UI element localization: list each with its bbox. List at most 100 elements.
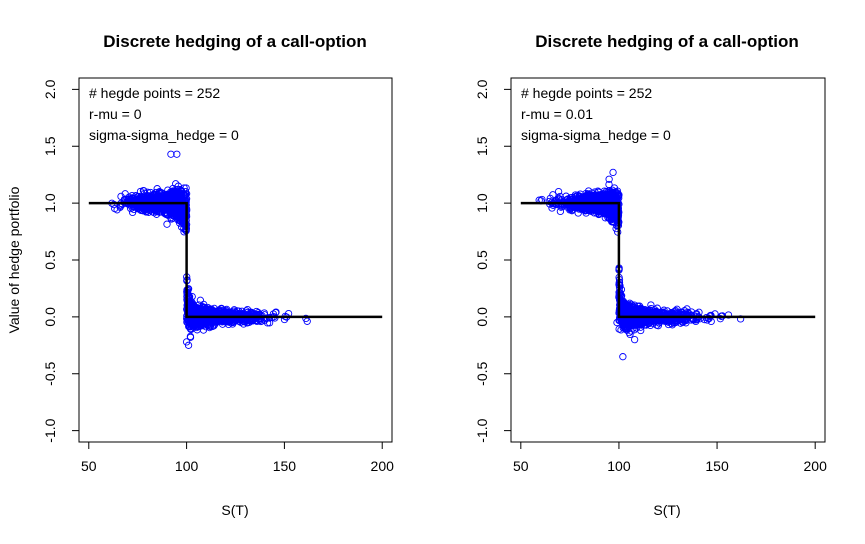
chart-panel-2: Discrete hedging of a call-option 50 100 15… (474, 32, 827, 518)
data-point (556, 207, 565, 216)
chart-title: Discrete hedging of a call-option (103, 32, 367, 51)
data-point (625, 328, 633, 337)
annotation-text: # hegde points = 252 (521, 85, 652, 101)
data-point (184, 341, 193, 349)
x-tick-label: 200 (804, 458, 828, 474)
x-tick-label: 150 (705, 458, 729, 474)
data-point (128, 208, 137, 217)
data-point (596, 208, 604, 216)
data-point (170, 208, 178, 216)
data-point (706, 311, 714, 320)
data-point (611, 193, 619, 201)
chart-title: Discrete hedging of a call-option (535, 32, 799, 51)
data-point (146, 194, 155, 202)
data-point (619, 324, 627, 332)
chart-panel-1: Discrete hedging of a call-option 50 100 15… (6, 32, 394, 518)
annotation-text: sigma-sigma_hedge = 0 (521, 127, 671, 143)
data-point (177, 192, 185, 200)
y-tick-label: -0.5 (42, 361, 58, 385)
data-point (243, 305, 252, 314)
data-point (601, 201, 609, 209)
data-point (127, 204, 135, 213)
data-point (635, 302, 644, 310)
data-point (571, 193, 579, 201)
data-point (613, 197, 622, 206)
data-point (615, 194, 623, 202)
data-point (670, 314, 678, 322)
data-point (171, 189, 179, 197)
data-point (707, 317, 715, 326)
data-point (589, 193, 597, 201)
x-tick-label: 50 (81, 458, 97, 474)
data-point (152, 210, 161, 218)
data-point (622, 306, 630, 314)
y-tick-label: 1.0 (42, 193, 58, 213)
x-tick-label: 100 (607, 458, 631, 474)
data-point (188, 299, 197, 307)
data-point (696, 315, 704, 323)
y-tick-label: 0.0 (42, 307, 58, 327)
data-point (150, 209, 158, 217)
x-tick-label: 100 (175, 458, 199, 474)
data-point (126, 197, 134, 206)
data-point (637, 326, 645, 335)
data-point (650, 318, 658, 326)
data-point (616, 299, 625, 307)
data-point (175, 205, 183, 213)
data-point (176, 206, 185, 214)
data-point (142, 208, 151, 216)
y-tick-label: 2.0 (474, 79, 490, 99)
y-tick-label: 1.5 (42, 136, 58, 156)
data-point (554, 187, 563, 196)
data-point (546, 194, 554, 203)
data-point (171, 212, 179, 221)
annotation-text: r-mu = 0.01 (521, 106, 593, 122)
data-point (647, 301, 655, 309)
y-tick-label: -1.0 (42, 418, 58, 442)
data-point (600, 190, 609, 198)
data-point (263, 319, 272, 327)
data-point (243, 319, 251, 327)
data-point (622, 302, 631, 310)
data-point (572, 198, 580, 206)
data-point (181, 204, 189, 212)
data-point (160, 209, 169, 218)
y-tick-label: -1.0 (474, 418, 490, 442)
data-point (208, 322, 216, 331)
annotation-text: sigma-sigma_hedge = 0 (89, 127, 239, 143)
data-point (630, 335, 639, 344)
data-point (167, 150, 175, 158)
payoff-line (88, 201, 383, 319)
data-point (172, 191, 180, 199)
data-point (185, 322, 193, 331)
data-point (582, 206, 591, 215)
data-point (644, 319, 652, 328)
data-point (242, 307, 250, 315)
data-point (199, 303, 207, 312)
y-tick-label: 2.0 (42, 79, 58, 99)
y-tick-label: -0.5 (474, 361, 490, 385)
data-point (609, 213, 618, 222)
x-tick-label: 200 (371, 458, 395, 474)
x-axis-label: S(T) (221, 502, 248, 518)
data-point (605, 175, 613, 183)
y-tick-label: 0.0 (474, 307, 490, 327)
data-point (145, 194, 153, 203)
data-point (247, 314, 255, 323)
y-tick-label: 1.0 (474, 193, 490, 213)
scatter-points (535, 168, 745, 361)
data-point (186, 333, 195, 341)
x-tick-label: 50 (513, 458, 529, 474)
data-point (173, 150, 181, 158)
y-tick-label: 0.5 (42, 250, 58, 270)
data-point (220, 306, 228, 315)
y-axis-label: Value of hedge portfolio (6, 186, 22, 333)
y-tick-label: 1.5 (474, 136, 490, 156)
data-point (609, 168, 617, 177)
data-point (177, 187, 186, 195)
data-point (613, 318, 621, 327)
data-point (195, 322, 203, 330)
data-point (302, 314, 310, 323)
